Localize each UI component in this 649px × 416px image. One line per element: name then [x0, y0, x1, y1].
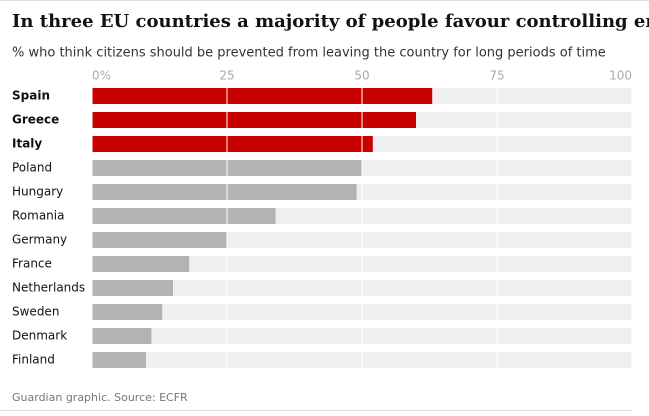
y-tick-label: France	[12, 257, 52, 271]
y-tick-label: Netherlands	[12, 281, 85, 295]
y-tick-label: Finland	[12, 353, 55, 367]
y-tick-label: Poland	[12, 161, 52, 175]
y-tick-label: Italy	[12, 137, 42, 151]
x-tick-label: 25	[219, 69, 234, 83]
y-tick-label: Germany	[12, 233, 67, 247]
bar	[92, 304, 163, 320]
bar	[92, 232, 227, 248]
bar	[92, 280, 173, 296]
y-tick-label: Hungary	[12, 185, 63, 199]
bar	[92, 136, 373, 152]
chart-subtitle: % who think citizens should be prevented…	[12, 46, 606, 61]
bar	[92, 208, 276, 224]
bar	[92, 184, 357, 200]
x-tick-label: 50	[354, 69, 369, 83]
x-tick-label: 0%	[92, 69, 111, 83]
x-tick-label: 75	[489, 69, 504, 83]
y-tick-label: Denmark	[12, 329, 67, 343]
source: Guardian graphic. Source: ECFR	[12, 391, 188, 404]
bar	[92, 88, 433, 104]
x-tick-label: 100	[609, 69, 632, 83]
y-tick-label: Sweden	[12, 305, 59, 319]
y-tick-label: Romania	[12, 209, 64, 223]
bar	[92, 352, 146, 368]
bar	[92, 256, 190, 272]
bar	[92, 328, 152, 344]
bar	[92, 112, 416, 128]
chart-title: In three EU countries a majority of peop…	[12, 11, 649, 32]
y-tick-label: Greece	[12, 113, 59, 127]
y-tick-label: Spain	[12, 89, 50, 103]
